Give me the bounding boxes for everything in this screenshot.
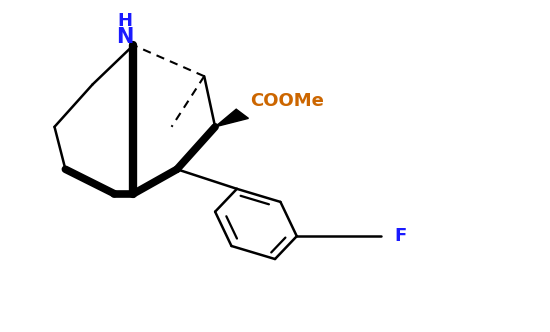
Text: F: F [395,227,407,245]
Text: COOMe: COOMe [250,92,324,110]
Text: N: N [117,27,134,47]
Polygon shape [215,109,249,127]
Text: H: H [118,12,133,30]
